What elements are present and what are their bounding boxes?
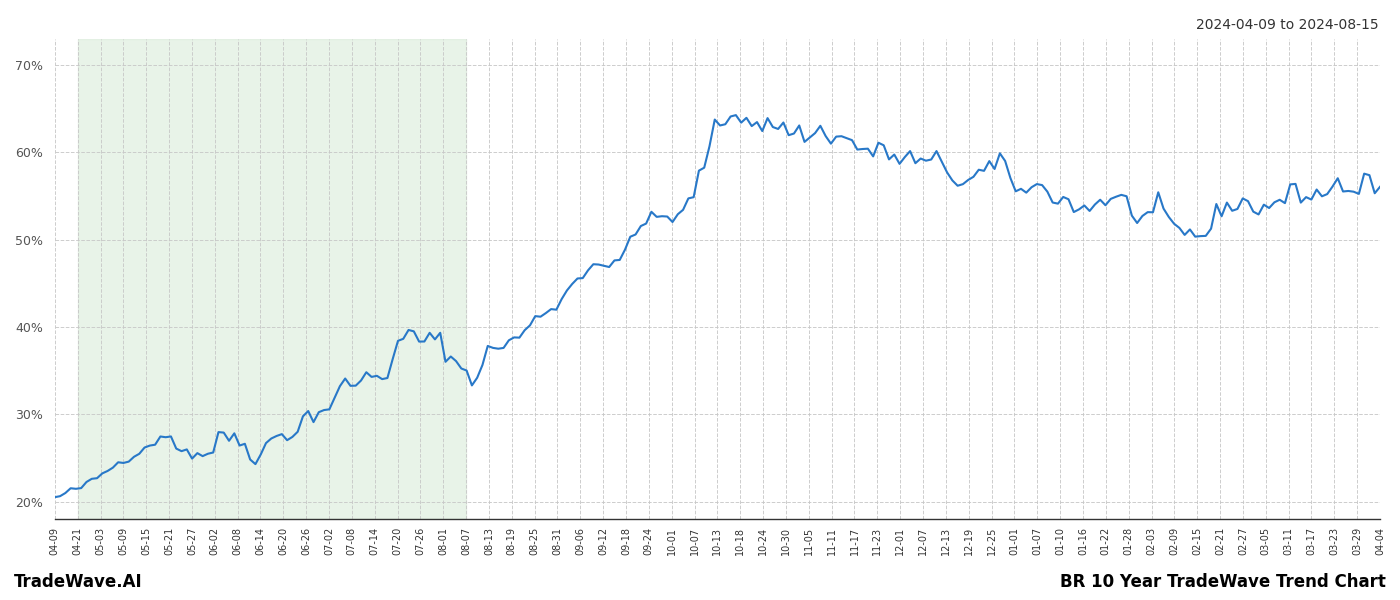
Bar (77, 39, 466, 519)
Text: 2024-04-09 to 2024-08-15: 2024-04-09 to 2024-08-15 (1197, 18, 1379, 32)
Text: TradeWave.AI: TradeWave.AI (14, 573, 143, 591)
Text: BR 10 Year TradeWave Trend Chart: BR 10 Year TradeWave Trend Chart (1060, 573, 1386, 591)
